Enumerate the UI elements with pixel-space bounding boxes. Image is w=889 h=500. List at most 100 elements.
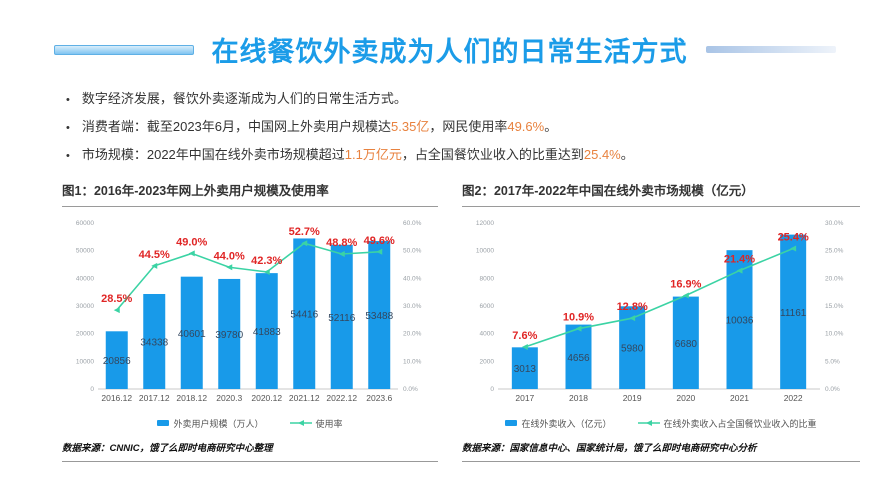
highlighted-text: 5.35亿 (391, 118, 430, 134)
highlighted-text: 25.4% (583, 146, 621, 162)
line-marker (151, 262, 158, 269)
bar (143, 293, 166, 389)
chart2-source: 数据来源：国家信息中心、国家统计局，饿了么即时电商研究中心分析 (462, 440, 860, 462)
highlighted-text: 49.6% (507, 118, 545, 134)
legend-label: 在线外卖收入占全国餐饮业收入的比重 (663, 418, 817, 429)
bar-value-label: 20856 (103, 356, 131, 367)
category-label: 2018.12 (176, 393, 207, 403)
left-axis-tick-label: 4000 (480, 330, 495, 337)
rate-value-label: 52.7% (289, 226, 320, 238)
chart2-legend: 在线外卖收入（亿元） 在线外卖收入占全国餐饮业收入的比重 (462, 417, 860, 430)
bar-value-label: 53488 (365, 311, 393, 322)
slide-header: 在线餐饮外卖成为人们的日常生活方式 (0, 0, 889, 69)
right-axis-tick-label: 30.0% (825, 220, 844, 227)
bullet-list: • 数字经济发展，餐饮外卖逐渐成为人们的日常生活方式。 • 消费者端：截至2023年6… (66, 91, 889, 164)
chart2-canvas: 0 2000 4000 6000 8000 10000 12000 0.0% 5.0% 10.0%… (476, 220, 844, 403)
chart1-canvas: 0 10000 20000 30000 40000 50000 60000 0.0% 10.0%… (76, 220, 422, 403)
bar-value-label: 52116 (328, 313, 356, 324)
bar (180, 276, 203, 389)
line-marker (790, 245, 797, 252)
rate-value-label: 16.9% (670, 278, 701, 290)
rate-value-label: 49.0% (176, 236, 207, 248)
chart1-legend: 外卖用户规模（万人） 使用率 (62, 417, 438, 430)
right-axis-tick-label: 20.0% (825, 275, 844, 282)
bullet-item: • 市场规模：2022年中国在线外卖市场规模超过1.1万亿元，占全国餐饮业收入的比… (66, 147, 889, 164)
right-axis-tick-label: 5.0% (825, 358, 840, 365)
line-marker (226, 263, 233, 270)
legend-item: 外卖用户规模（万人） (157, 417, 264, 430)
right-axis-tick-label: 40.0% (403, 275, 422, 282)
category-label: 2021.12 (289, 393, 320, 403)
legend-bar-swatch-icon (157, 420, 170, 427)
right-axis-tick-label: 30.0% (403, 303, 422, 310)
legend-label: 在线外卖收入（亿元） (521, 418, 612, 429)
legend-line-swatch-icon (289, 420, 312, 427)
bullet-text: ，网民使用率 (429, 118, 508, 134)
left-axis-tick-label: 8000 (480, 275, 495, 282)
line-marker (338, 250, 345, 257)
line-marker (682, 292, 689, 299)
bar (511, 346, 538, 389)
left-axis-tick-label: 20000 (76, 330, 94, 337)
bar (368, 240, 391, 389)
rate-value-label: 10.9% (563, 311, 594, 323)
line-marker (521, 343, 528, 350)
bullet-item: • 消费者端：截至2023年6月，中国网上外卖用户规模达5.35亿，网民使用率49… (66, 119, 889, 136)
rate-value-label: 49.6% (364, 234, 395, 246)
chart1-panel: 图1：2016年-2023年网上外卖用户规模及使用率 0 10000 20000 30… (62, 180, 438, 462)
line-marker (301, 239, 308, 246)
chart2-panel: 图2：2017年-2022年中国在线外卖市场规模（亿元） 0 2000 4000 60… (462, 180, 860, 462)
bar (565, 324, 592, 389)
category-label: 2022.12 (326, 393, 357, 403)
left-axis-tick-label: 10000 (476, 247, 494, 254)
bullet-text: 。 (620, 146, 634, 162)
bar-value-label: 11161 (780, 307, 807, 318)
category-label: 2018 (569, 393, 588, 403)
legend-line-swatch-icon (637, 420, 660, 427)
bar-value-label: 54416 (290, 309, 318, 320)
right-axis-tick-label: 20.0% (403, 330, 422, 337)
right-axis-tick-label: 0.0% (825, 386, 840, 393)
rate-line (116, 241, 380, 311)
bullet-dot: • (66, 94, 70, 106)
category-label: 2019 (623, 393, 642, 403)
left-axis-tick-label: 40000 (76, 275, 94, 282)
left-axis-tick-label: 0 (490, 386, 494, 393)
left-axis-tick-label: 10000 (76, 358, 94, 365)
chart1-source: 数据来源：CNNIC，饿了么即时电商研究中心整理 (62, 440, 438, 462)
line-marker (575, 325, 582, 332)
bullet-text: 。 (544, 118, 558, 134)
rate-value-label: 42.3% (251, 255, 282, 267)
category-label: 2023.6 (366, 393, 392, 403)
left-axis-tick-label: 60000 (76, 220, 94, 227)
chart1-title: 图1：2016年-2023年网上外卖用户规模及使用率 (62, 180, 438, 207)
bar-value-label: 3013 (514, 364, 537, 375)
legend-label: 使用率 (315, 418, 343, 429)
rate-value-label: 25.4% (778, 231, 809, 243)
title-right-decoration-bar (705, 46, 836, 53)
line-marker (736, 267, 743, 274)
rate-value-label: 7.6% (512, 330, 537, 342)
line-marker (376, 248, 383, 255)
bullet-item: • 数字经济发展，餐饮外卖逐渐成为人们的日常生活方式。 (66, 91, 889, 108)
right-axis-tick-label: 0.0% (403, 386, 418, 393)
line-marker (113, 306, 120, 313)
bar-value-label: 39780 (215, 330, 243, 341)
category-label: 2017.12 (139, 393, 170, 403)
right-axis-tick-label: 10.0% (403, 358, 422, 365)
right-axis-tick-label: 15.0% (825, 303, 844, 310)
right-axis-tick-label: 25.0% (825, 247, 844, 254)
line-marker (188, 250, 195, 257)
bar-value-label: 40601 (178, 329, 206, 340)
bar (726, 249, 753, 389)
legend-label: 外卖用户规模（万人） (173, 418, 264, 429)
rate-value-label: 28.5% (101, 293, 132, 305)
category-label: 2016.12 (101, 393, 132, 403)
title-left-decoration-bar (53, 44, 194, 55)
bar (105, 330, 128, 389)
bar (672, 296, 699, 389)
right-axis-tick-label: 60.0% (403, 220, 422, 227)
bar (293, 238, 316, 389)
bar (255, 272, 278, 389)
